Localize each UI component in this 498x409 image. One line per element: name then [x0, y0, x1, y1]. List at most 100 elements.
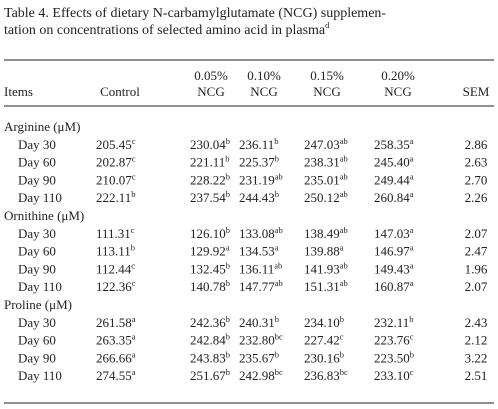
- cell-sup: a: [410, 243, 414, 253]
- cell: 243.83b: [190, 349, 230, 365]
- cell-value: 139.88: [304, 244, 340, 259]
- cell: 234.10b: [304, 314, 344, 330]
- cell-value: 138.49: [304, 226, 340, 241]
- cell-value: 236.83: [304, 368, 340, 383]
- cell: 205.45c: [96, 136, 136, 152]
- cell-value: 136.11: [239, 261, 274, 276]
- cell-sup: b: [274, 136, 278, 146]
- cell-sup: b: [226, 189, 230, 199]
- cell-sup: b: [275, 189, 279, 199]
- cell-value: 235.01: [304, 172, 340, 187]
- cell: 147.77ab: [239, 278, 283, 294]
- cell: 227.42c: [304, 332, 344, 348]
- column-header: Items: [4, 84, 33, 99]
- cell: 242.36b: [190, 314, 230, 330]
- cell-sup: b: [275, 349, 279, 359]
- title-line: Table 4. Effects of dietary N-carbamylgl…: [4, 6, 386, 21]
- cell-sup: ab: [275, 171, 283, 181]
- cell-sup: b: [340, 314, 344, 324]
- cell-value: 228.22: [190, 172, 226, 187]
- sem-value: 2.07: [465, 279, 488, 294]
- cell-value: 274.55: [96, 368, 132, 383]
- cell-sup: c: [131, 225, 135, 235]
- cell-value: 126.10: [190, 226, 226, 241]
- cell-value: 147.03: [374, 226, 410, 241]
- cell: 111.31c: [96, 225, 135, 241]
- cell: 245.40a: [374, 154, 414, 170]
- cell: 133.08ab: [239, 225, 283, 241]
- cell-sup: b: [409, 314, 413, 324]
- cell-value: 249.44: [374, 172, 410, 187]
- cell-sup: ab: [340, 278, 348, 288]
- cell-value: 261.58: [96, 315, 132, 330]
- sem-value: 2.43: [465, 315, 488, 330]
- cell-sup: ab: [340, 171, 348, 181]
- cell-value: 244.43: [239, 190, 275, 205]
- row-label: Day 90: [18, 261, 56, 276]
- cell: 138.49ab: [304, 225, 348, 241]
- cell-value: 134.53: [239, 244, 275, 259]
- column-header: NCG: [313, 84, 340, 99]
- cell: 231.19ab: [239, 171, 283, 187]
- cell-sup: b: [226, 314, 230, 324]
- cell-value: 223.76: [374, 333, 410, 348]
- group-label: Proline (μM): [4, 297, 72, 312]
- cell: 236.11b: [239, 136, 279, 152]
- cell-sup: a: [132, 314, 136, 324]
- cell-value: 258.35: [374, 137, 410, 152]
- column-header: NCG: [384, 84, 411, 99]
- cell-sup: ab: [275, 225, 283, 235]
- cell-sup: a: [132, 349, 136, 359]
- cell-value: 240.31: [239, 315, 275, 330]
- sem-value: 2.12: [465, 333, 488, 348]
- cell-value: 247.03: [304, 137, 340, 152]
- sem-value: 1.96: [465, 261, 488, 276]
- cell: 210.07c: [96, 171, 136, 187]
- cell-value: 251.67: [190, 368, 226, 383]
- cell-sup: a: [132, 367, 136, 377]
- cell-sup: b: [226, 225, 230, 235]
- column-header: 0.10%: [247, 68, 281, 83]
- cell: 140.78b: [190, 278, 230, 294]
- sem-value: 2.26: [465, 190, 488, 205]
- cell-value: 223.50: [374, 350, 410, 365]
- cell-value: 210.07: [96, 172, 132, 187]
- row-label: Day 110: [18, 368, 62, 383]
- cell-sup: a: [340, 243, 344, 253]
- cell-sup: c: [131, 260, 135, 270]
- cell-value: 149.43: [374, 261, 410, 276]
- cell: 274.55a: [96, 367, 136, 383]
- row-label: Day 30: [18, 226, 56, 241]
- cell-value: 132.45: [190, 261, 226, 276]
- cell: 260.84a: [374, 189, 414, 205]
- cell-value: 250.12: [304, 190, 340, 205]
- cell: 222.11b: [96, 189, 136, 205]
- cell: 240.31b: [239, 314, 279, 330]
- cell: 223.76c: [374, 332, 414, 348]
- row-label: Day 90: [18, 350, 56, 365]
- cell: 247.03ab: [304, 136, 348, 152]
- cell: 258.35a: [374, 136, 414, 152]
- cell-value: 205.45: [96, 137, 132, 152]
- cell-sup: c: [410, 332, 414, 342]
- row-label: Day 60: [18, 333, 56, 348]
- cell-sup: c: [340, 332, 344, 342]
- cell: 232.11b: [374, 314, 414, 330]
- cell-value: 221.11: [190, 155, 225, 170]
- sem-value: 2.47: [465, 244, 488, 259]
- cell: 112.44c: [96, 260, 135, 276]
- cell: 221.11b: [190, 154, 230, 170]
- cell-value: 242.36: [190, 315, 226, 330]
- cell-sup: a: [410, 154, 414, 164]
- cell-value: 112.44: [96, 261, 132, 276]
- column-header: 0.15%: [310, 68, 344, 83]
- cell-sup: b: [226, 367, 230, 377]
- cell-sup: b: [226, 136, 230, 146]
- sem-value: 2.63: [465, 155, 488, 170]
- cell-sup: b: [410, 349, 414, 359]
- cell: 249.44a: [374, 171, 414, 187]
- cell-sup: c: [132, 278, 136, 288]
- cell: 134.53a: [239, 243, 279, 259]
- cell-sup: bc: [275, 332, 283, 342]
